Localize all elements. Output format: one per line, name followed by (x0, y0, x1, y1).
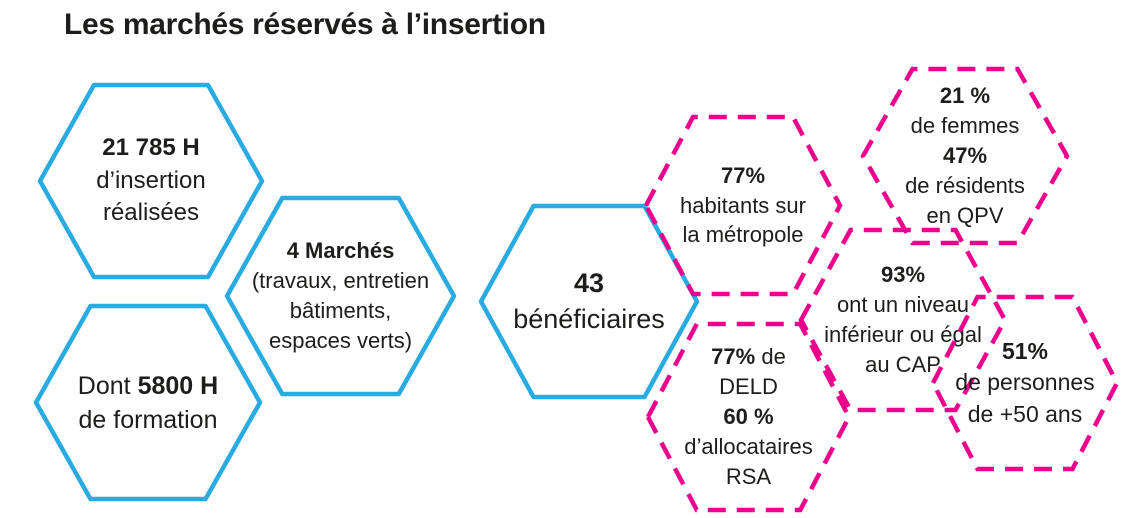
hex-text-line: de +50 ans (967, 400, 1083, 427)
hex-text-line: DELD (719, 374, 778, 400)
hex-text-line: 77% (720, 162, 766, 188)
hexagon-outline-icon (860, 66, 1070, 246)
hex-text-line: en QPV (926, 202, 1004, 228)
hexagon-outline-icon (478, 203, 700, 400)
hex-text-line: bâtiments, (289, 298, 392, 323)
hexagon-shape (37, 82, 265, 280)
hexagon-shape (643, 114, 843, 297)
hexagon-outline-icon (798, 227, 1008, 413)
hex-metropole-text: 77% habitants sur la métropole (643, 114, 843, 297)
hex-femmes-qpv-text: 21 % de femmes 47% de résidents en QPV (860, 66, 1070, 246)
hex-text-line: 60 % (723, 404, 774, 430)
hex-text-line: au CAP (865, 351, 941, 377)
hex-text-line: bénéficiaires (513, 303, 665, 334)
hex-marches-text: 4 Marchés (travaux, entretien bâtiments, es… (224, 195, 457, 397)
hex-text-line: 77% de (711, 344, 786, 370)
hex-text-line: d’insertion (96, 166, 206, 194)
hex-text-line: 4 Marchés (286, 238, 395, 264)
hex-formation-hours-text: Dont 5800 H de formation (33, 303, 263, 502)
hex-text-line: Dont 5800 H (77, 371, 219, 400)
hex-beneficiaires-text: 43 bénéficiaires (478, 203, 700, 400)
hex-text-line: 21 % (939, 83, 991, 109)
hex-text-line: de personnes (955, 369, 1095, 396)
hexagon-outline-icon (930, 294, 1120, 472)
hex-text-line: de formation (78, 405, 218, 434)
hex-text-line: de résidents (905, 172, 1025, 198)
hex-beneficiaires: 43 bénéficiaires (478, 203, 700, 400)
hex-insertion-hours: 21 785 H d’insertion réalisées (37, 82, 265, 280)
hex-text-line: 93% (880, 262, 926, 288)
hex-text-line: 21 785 H (102, 134, 200, 162)
hex-text-line: d’allocataires (684, 433, 813, 459)
hex-plus-50-ans-text: 51% de personnes de +50 ans (930, 294, 1120, 472)
hex-deld-rsa-text: 77% de DELD 60 % d’allocataires RSA (645, 321, 852, 513)
hexagon-shape (798, 227, 1008, 413)
hexagon-shape (224, 195, 457, 397)
hex-text-line: ont un niveau (836, 292, 970, 318)
hexagon-outline-icon (645, 321, 852, 513)
hex-text-line: (travaux, entretien (251, 268, 430, 294)
hex-text-line: espaces verts) (268, 327, 413, 353)
hex-formation-hours: Dont 5800 H de formation (33, 303, 263, 502)
hex-insertion-hours-text: 21 785 H d’insertion réalisées (37, 82, 265, 280)
hex-marches: 4 Marchés (travaux, entretien bâtiments, es… (224, 195, 457, 397)
hex-text-line: habitants sur (680, 192, 806, 218)
hex-text-line: RSA (725, 463, 772, 489)
hex-femmes-qpv: 21 % de femmes 47% de résidents en QPV (860, 66, 1070, 246)
hex-text-line: de femmes (910, 113, 1020, 139)
hexagon-shape (860, 66, 1070, 246)
hexagon-outline-icon (33, 303, 263, 502)
hex-plus-50-ans: 51% de personnes de +50 ans (930, 294, 1120, 472)
hexagon-shape (33, 303, 263, 502)
hexagon-outline-icon (37, 82, 265, 280)
hexagon-shape (930, 294, 1120, 472)
hexagon-outline-icon (224, 195, 457, 397)
page-title: Les marchés réservés à l’insertion (64, 8, 546, 41)
hexagon-outline-icon (643, 114, 843, 297)
hexagon-shape (478, 203, 700, 400)
hexagon-shape (645, 321, 852, 513)
hex-text-line: réalisées (102, 199, 200, 227)
hex-text-line: 43 (573, 267, 605, 298)
hex-text-line: 47% (942, 143, 988, 169)
hex-text-line: la métropole (682, 222, 804, 248)
hex-text-line: 51% (1001, 338, 1049, 365)
hex-deld-rsa: 77% de DELD 60 % d’allocataires RSA (645, 321, 852, 513)
hex-metropole: 77% habitants sur la métropole (643, 114, 843, 297)
